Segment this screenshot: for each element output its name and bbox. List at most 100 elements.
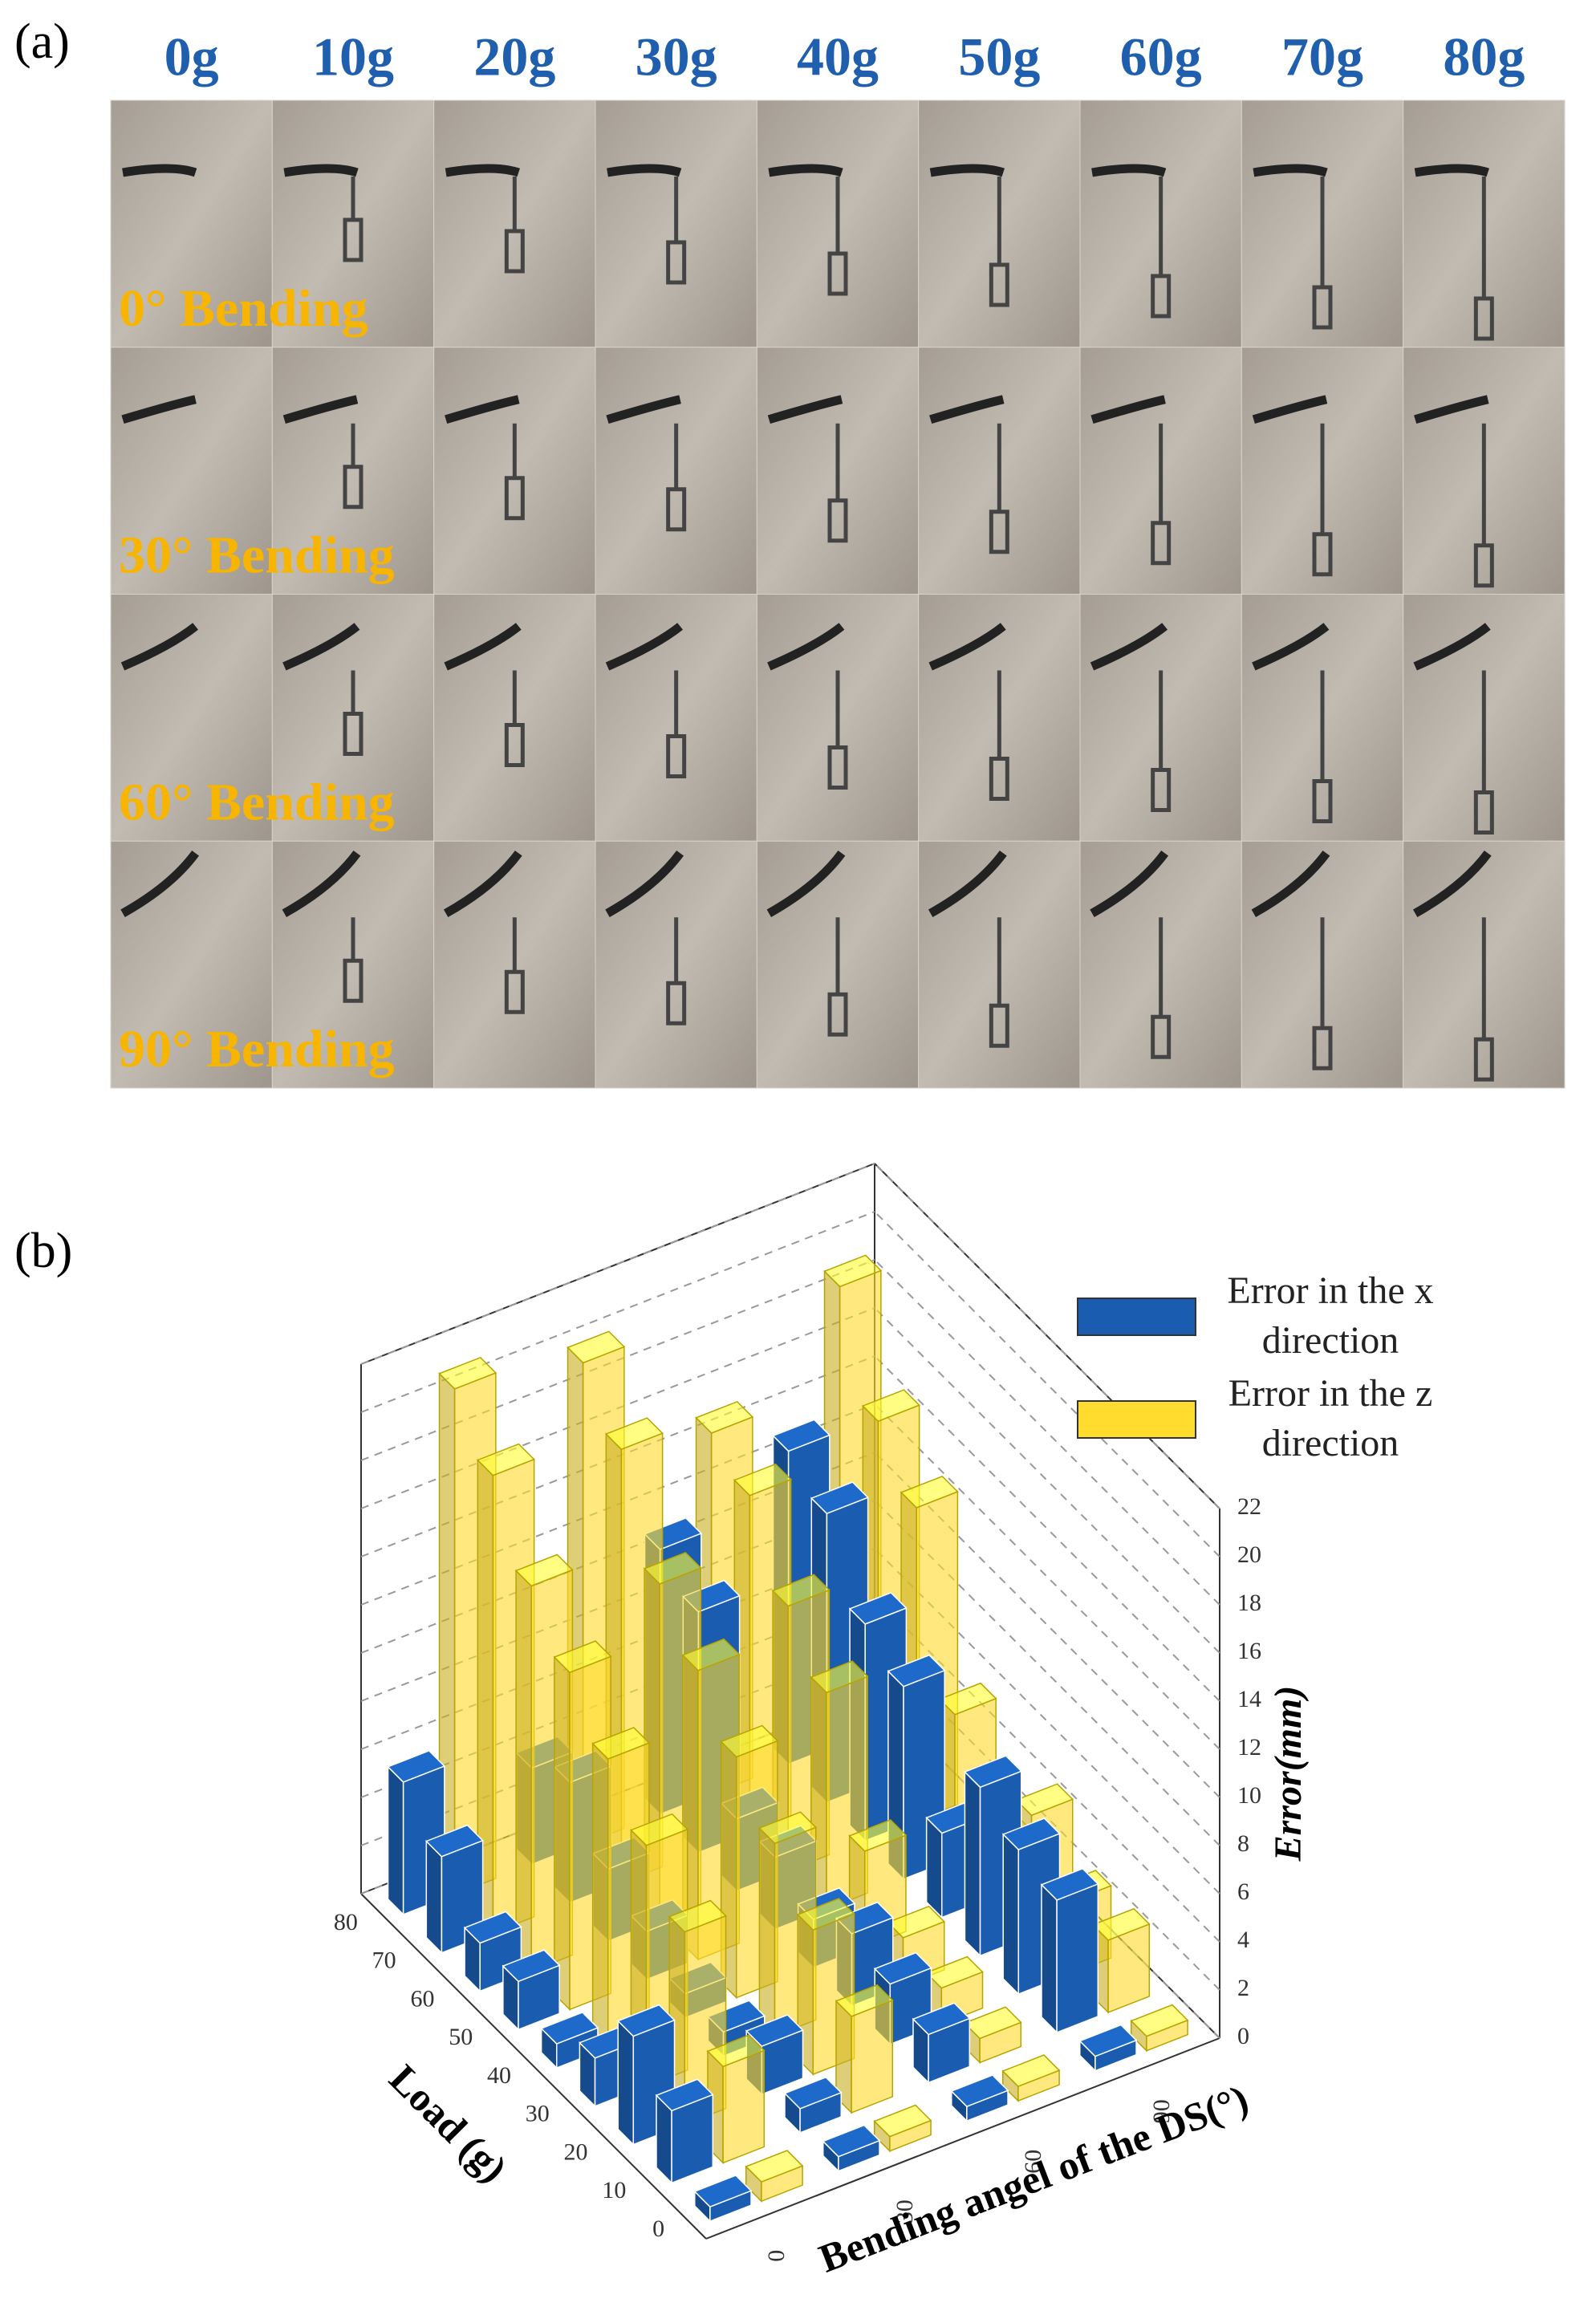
rod [1413, 623, 1491, 671]
x-tick-label: 80 [334, 1909, 358, 1935]
rod [929, 164, 1005, 177]
bar [783, 2076, 843, 2134]
x-tick-label: 70 [372, 1947, 396, 1974]
z-tick-label: 14 [1237, 1686, 1261, 1712]
bar-top [706, 2034, 766, 2068]
hook [1473, 423, 1494, 588]
bar-top [387, 1749, 446, 1783]
bar-top [616, 2004, 676, 2037]
photo [271, 594, 435, 842]
bar [1040, 1867, 1099, 2034]
rod [1251, 850, 1330, 918]
x-tick-label: 0 [652, 2215, 664, 2242]
panel-label: (b) [14, 1224, 72, 1278]
hook [1151, 670, 1172, 812]
y-tick-label: 90 [1148, 2099, 1175, 2123]
hook [1312, 917, 1333, 1070]
rod [1090, 623, 1168, 671]
bar-top [438, 1356, 497, 1390]
hook [827, 917, 848, 1037]
hook [1473, 917, 1494, 1082]
bar-top [668, 1899, 727, 1933]
x-tick-label: 60 [410, 1985, 434, 2012]
hook [1151, 917, 1172, 1059]
z-tick-label: 2 [1237, 1975, 1249, 2001]
hook [504, 917, 525, 1014]
rod [283, 164, 359, 177]
bar [950, 2074, 1009, 2122]
rod [282, 623, 360, 671]
bar-front [851, 1999, 894, 2114]
legend-swatch [1077, 1298, 1196, 1336]
bar-top [733, 1463, 792, 1497]
bar-side [964, 1770, 981, 1958]
hook [343, 423, 363, 510]
row-label: 30° Bending [119, 526, 395, 585]
bar-top [1130, 2004, 1189, 2037]
rod [1412, 850, 1492, 918]
bar-top [1001, 1817, 1061, 1850]
bar-top [822, 2124, 881, 2158]
bar-side [1041, 1882, 1058, 2034]
hook [504, 670, 525, 767]
bar-top [745, 2150, 804, 2183]
z-axis-title: Error(mm) [1267, 1686, 1310, 1862]
bar-top [873, 2104, 932, 2138]
grid-line [874, 1163, 1220, 1509]
z-tick-label: 4 [1237, 1927, 1249, 1953]
rod [607, 164, 682, 177]
bar-front [1056, 1882, 1099, 2033]
hook [666, 917, 687, 1025]
x-tick-label: 10 [602, 2177, 626, 2203]
bar-top [720, 1724, 779, 1758]
bar-side [1002, 1833, 1020, 1996]
hook [1312, 670, 1333, 823]
bar [693, 2175, 753, 2223]
bar-top [502, 1949, 561, 1983]
bar [912, 2002, 971, 2085]
rod [282, 395, 359, 424]
photo [110, 99, 273, 348]
z-tick-label: 20 [1237, 1541, 1261, 1568]
bar-top [848, 1592, 908, 1625]
rod [1414, 164, 1489, 177]
bar-top [695, 1400, 754, 1434]
bar-top [540, 2012, 599, 2045]
bar-side [515, 1569, 532, 1973]
bar-top [848, 1819, 908, 1852]
grid-line [874, 1259, 1220, 1606]
bar [963, 2006, 1022, 2065]
bar-top [604, 1417, 664, 1451]
rod [445, 164, 520, 177]
z-tick-label: 8 [1237, 1830, 1249, 1857]
bar-front [722, 2049, 766, 2164]
column-header: 20g [473, 26, 555, 87]
grid-line [874, 1211, 1220, 1557]
bar-top [424, 1824, 484, 1858]
x-tick-label: 30 [526, 2101, 550, 2127]
row-label: 0° Bending [119, 279, 368, 338]
hook [343, 917, 363, 1003]
bar-top [771, 1574, 830, 1607]
bar-top [643, 1552, 702, 1585]
row-label: 90° Bending [119, 1020, 395, 1078]
rod [445, 395, 520, 424]
hook [666, 177, 687, 285]
photo [271, 347, 435, 595]
y-tick-label: 30 [891, 2199, 918, 2224]
bar-top [887, 1654, 946, 1687]
axis-line [360, 1893, 707, 2240]
y-tick-label: 0 [763, 2250, 790, 2262]
panel-label: (a) [14, 14, 70, 69]
x-tick-label: 40 [487, 2062, 511, 2089]
bar [655, 2078, 714, 2185]
rod [605, 623, 684, 671]
legend-swatch [1077, 1400, 1196, 1439]
bar-top [630, 1813, 689, 1846]
bar-top [758, 1811, 818, 1845]
bar [1078, 2024, 1138, 2073]
column-header: 0g [164, 26, 219, 87]
bar-top [553, 1640, 612, 1674]
legend-label: Error in the z direction [1228, 1372, 1433, 1464]
